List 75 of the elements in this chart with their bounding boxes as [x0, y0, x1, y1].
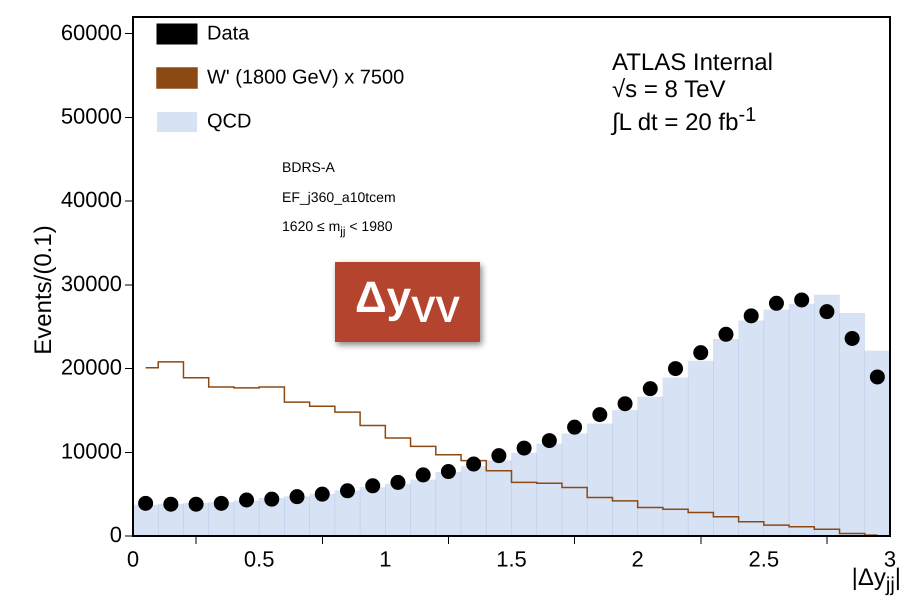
- point: [239, 492, 254, 508]
- point: [516, 440, 532, 456]
- point: [264, 492, 280, 507]
- point: [794, 292, 810, 308]
- point: [592, 407, 608, 422]
- point: [618, 396, 633, 412]
- x-tick-label: 0.5: [244, 546, 274, 572]
- bar: [460, 466, 487, 536]
- annotation: ∫L dt = 20 fb$^{-1}$: [612, 104, 756, 136]
- point: [188, 496, 204, 512]
- point: [163, 496, 178, 512]
- y-tick-label: 60000: [60, 20, 122, 45]
- annotation: Δy$_{VV}$: [335, 262, 480, 342]
- bar: [814, 294, 840, 536]
- point: [314, 486, 330, 502]
- point: [340, 483, 355, 498]
- point: [693, 345, 708, 360]
- bar: [536, 444, 562, 536]
- point: [567, 420, 582, 435]
- y-tick-label: 20000: [60, 354, 122, 380]
- x-tick-label: 1.5: [496, 546, 527, 572]
- point: [416, 467, 431, 482]
- bar: [713, 338, 739, 536]
- legend-label: W' (1800 GeV) x 7500: [207, 66, 404, 89]
- bar: [435, 472, 462, 536]
- point: [491, 448, 506, 464]
- bar: [410, 480, 436, 536]
- point: [870, 369, 885, 384]
- bar: [637, 396, 664, 536]
- x-tick-label: 2.5: [748, 546, 780, 572]
- bar: [662, 377, 688, 536]
- legend-label: QCD: [207, 110, 252, 133]
- bar: [738, 320, 764, 536]
- point: [819, 304, 834, 320]
- bar: [764, 310, 790, 536]
- point: [290, 489, 305, 504]
- annotation: √s = 8 TeV: [612, 76, 726, 104]
- bar: [612, 410, 638, 536]
- bar: [360, 487, 386, 536]
- bar: [586, 424, 613, 536]
- bar: [688, 360, 714, 536]
- bar: [385, 484, 411, 536]
- point: [718, 326, 734, 342]
- point: [744, 308, 759, 324]
- x-tick-label: 1: [379, 546, 392, 572]
- bar: [486, 460, 512, 536]
- point: [768, 296, 784, 311]
- point: [440, 464, 456, 480]
- x-tick-label: 0: [126, 546, 140, 572]
- point: [138, 496, 154, 511]
- bar: [864, 350, 890, 536]
- point: [542, 433, 557, 448]
- point: [390, 474, 406, 490]
- bar: [511, 452, 538, 536]
- y-tick-label: 40000: [60, 187, 122, 212]
- point: [844, 330, 860, 346]
- annotation: 1620 ≤ m$_{jj}$ < 1980: [282, 218, 393, 239]
- bar: [562, 434, 588, 536]
- annotation: BDRS-A: [282, 159, 335, 176]
- point: [466, 456, 482, 472]
- bar: [788, 304, 815, 536]
- y-tick-label: 0: [110, 522, 122, 548]
- bar: [839, 313, 866, 536]
- annotation: EF_j360_a10tcem: [282, 189, 396, 206]
- legend-label: Data: [207, 22, 250, 45]
- y-tick-label: 50000: [60, 104, 122, 129]
- y-tick-label: 10000: [60, 438, 122, 464]
- point: [668, 361, 684, 376]
- point: [642, 381, 658, 396]
- x-tick-label: 2: [632, 546, 644, 572]
- annotation: ATLAS Internal: [612, 49, 773, 76]
- point: [214, 496, 229, 511]
- y-tick-label: 30000: [60, 270, 122, 296]
- point: [365, 478, 380, 494]
- y-axis-title: Events/(0.1): [30, 225, 58, 355]
